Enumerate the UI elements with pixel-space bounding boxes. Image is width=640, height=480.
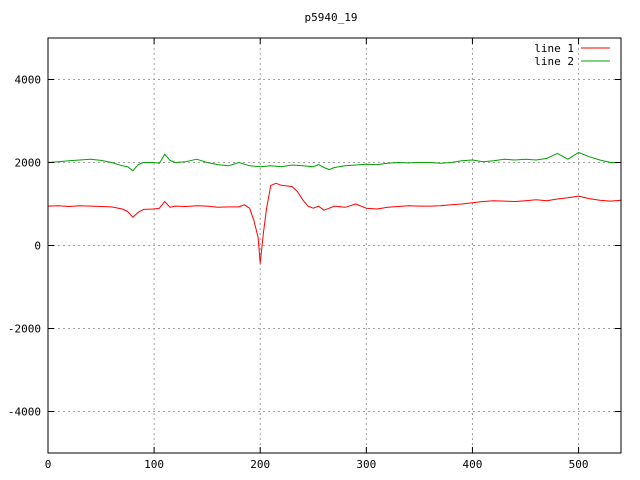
legend-label: line 2	[534, 55, 574, 68]
x-tick-label: 500	[569, 458, 589, 471]
grid	[48, 38, 621, 453]
y-tick-label: -2000	[8, 323, 41, 336]
legend-label: line 1	[534, 42, 574, 55]
series-lines	[47, 152, 622, 264]
chart-title: p5940_19	[305, 11, 358, 24]
axis-ticks: 0 100 200 300 400 500 -4000 -2000 0 2000 4000	[8, 38, 621, 471]
x-tick-label: 300	[356, 458, 376, 471]
series-line-2	[47, 152, 621, 172]
series-line-1	[47, 182, 622, 264]
x-tick-label: 0	[45, 458, 52, 471]
y-tick-label: 0	[34, 240, 41, 253]
x-tick-label: 100	[144, 458, 164, 471]
x-tick-label: 200	[250, 458, 270, 471]
y-tick-label: -4000	[8, 406, 41, 419]
y-tick-label: 2000	[15, 157, 42, 170]
y-tick-label: 4000	[15, 74, 42, 87]
x-tick-label: 400	[463, 458, 483, 471]
